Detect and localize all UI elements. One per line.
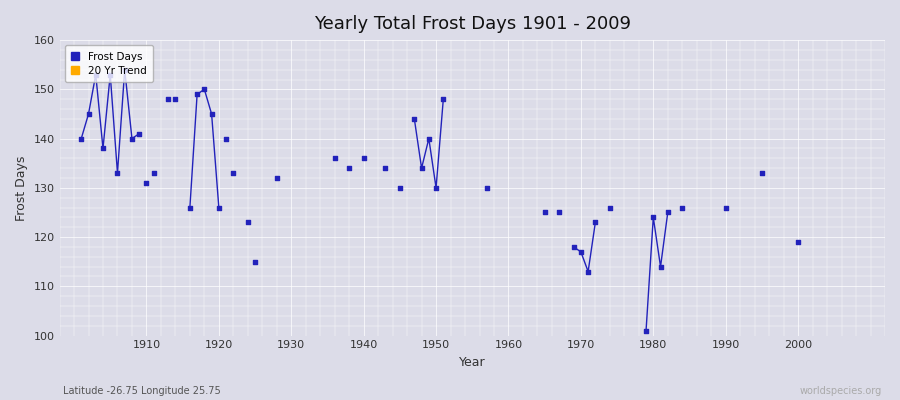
- Point: [197, 86, 211, 92]
- Point: [675, 204, 689, 211]
- Point: [161, 96, 176, 102]
- Point: [436, 96, 451, 102]
- Point: [589, 219, 603, 226]
- Point: [566, 244, 580, 250]
- Point: [429, 185, 444, 191]
- Point: [204, 111, 219, 117]
- Point: [791, 239, 806, 245]
- Point: [328, 155, 342, 162]
- Point: [240, 219, 255, 226]
- X-axis label: Year: Year: [459, 356, 486, 369]
- Point: [212, 204, 226, 211]
- Point: [639, 328, 653, 334]
- Point: [378, 165, 392, 171]
- Point: [248, 258, 262, 265]
- Point: [653, 264, 668, 270]
- Point: [219, 136, 233, 142]
- Point: [103, 71, 117, 78]
- Point: [646, 214, 661, 220]
- Point: [414, 165, 428, 171]
- Point: [140, 180, 154, 186]
- Point: [95, 145, 110, 152]
- Point: [168, 96, 183, 102]
- Y-axis label: Frost Days: Frost Days: [15, 155, 28, 220]
- Text: Latitude -26.75 Longitude 25.75: Latitude -26.75 Longitude 25.75: [63, 386, 220, 396]
- Point: [342, 165, 356, 171]
- Point: [147, 170, 161, 176]
- Point: [190, 91, 204, 98]
- Point: [111, 170, 125, 176]
- Point: [661, 209, 675, 216]
- Point: [226, 170, 240, 176]
- Point: [132, 130, 147, 137]
- Point: [718, 204, 733, 211]
- Point: [392, 185, 407, 191]
- Point: [421, 136, 436, 142]
- Point: [81, 111, 95, 117]
- Point: [580, 268, 595, 275]
- Point: [480, 185, 494, 191]
- Point: [125, 136, 140, 142]
- Point: [88, 71, 103, 78]
- Point: [407, 116, 421, 122]
- Point: [270, 175, 284, 181]
- Point: [118, 66, 132, 73]
- Point: [183, 204, 197, 211]
- Text: worldspecies.org: worldspecies.org: [800, 386, 882, 396]
- Point: [755, 170, 770, 176]
- Point: [573, 249, 588, 255]
- Legend: Frost Days, 20 Yr Trend: Frost Days, 20 Yr Trend: [65, 45, 153, 82]
- Point: [74, 136, 88, 142]
- Point: [603, 204, 617, 211]
- Title: Yearly Total Frost Days 1901 - 2009: Yearly Total Frost Days 1901 - 2009: [314, 15, 631, 33]
- Point: [552, 209, 566, 216]
- Point: [537, 209, 552, 216]
- Point: [356, 155, 371, 162]
